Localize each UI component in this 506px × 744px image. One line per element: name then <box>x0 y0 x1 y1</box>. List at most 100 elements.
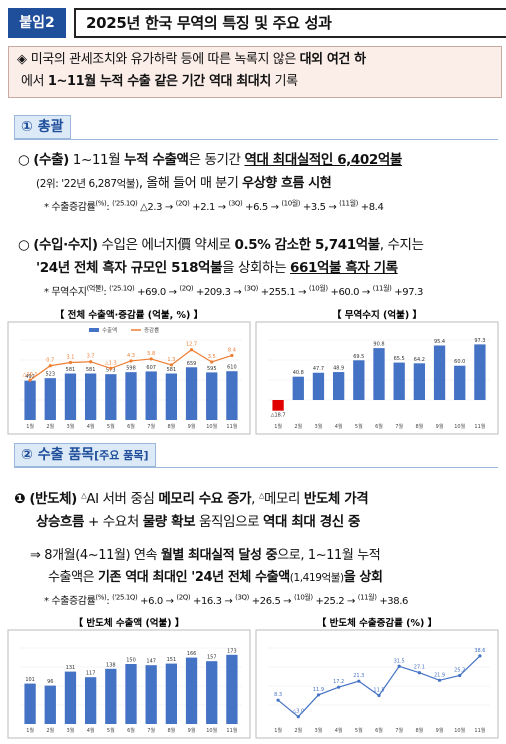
data-label: 8.3 <box>274 692 282 698</box>
line-marker <box>48 364 52 368</box>
text-segment: ('25.1Q) <box>112 199 138 208</box>
x-tick-label: 9월 <box>188 727 196 734</box>
data-label: 69.5 <box>353 354 364 360</box>
bar <box>393 362 405 400</box>
data-label: 95.4 <box>434 339 445 345</box>
text-segment: △2.3 → <box>137 202 176 213</box>
line-marker <box>89 360 93 364</box>
data-label: 581 <box>66 367 76 373</box>
bar <box>125 372 137 420</box>
text-line: '24년 전체 흑자 규모인 518억불을 상회하는 661억불 흑자 기록 <box>36 256 398 276</box>
line-marker <box>210 360 214 364</box>
text-line: ⇒ 8개월(4~11월) 연속 월별 최대실적 달성 중으로, 1~11월 누적 <box>30 544 381 563</box>
text-segment: 을 상회하는 <box>222 260 290 276</box>
text-segment: 역대 최대 경신 중 <box>263 514 361 530</box>
data-label: 3.1 <box>66 355 74 361</box>
text-segment: * 수출증감률 <box>44 596 96 607</box>
bar <box>84 373 97 420</box>
summary-box: ◈ 미국의 관세조치와 유가하락 등에 따른 녹록지 않은 대외 여건 하 에서… <box>8 46 502 98</box>
data-label: 573 <box>106 368 116 374</box>
text-segment: , 수지는 <box>379 237 424 253</box>
text-segment: +8.4 <box>357 202 384 213</box>
bar <box>165 663 178 724</box>
x-tick-label: 1월 <box>274 423 282 430</box>
x-tick-label: 8월 <box>415 727 423 734</box>
data-label: 492 <box>25 374 35 380</box>
bar <box>226 371 238 420</box>
text-line: ○ (수입·수지) 수입은 에너지價 약세로 0.5% 감소한 5,741억불,… <box>18 233 424 253</box>
bar <box>145 665 157 724</box>
text-segment: (11월) <box>372 284 392 293</box>
text-segment: (3Q) <box>244 284 258 293</box>
data-label: △10.1 <box>23 372 38 378</box>
text-segment: 으로, 1~11월 누적 <box>277 548 381 563</box>
x-tick-label: 3월 <box>67 727 75 734</box>
bar <box>44 685 56 724</box>
text-segment: 반도체 가격 <box>303 491 369 507</box>
bar <box>226 654 238 724</box>
bar <box>312 372 325 400</box>
text-segment: 0.5% 감소한 5,741억불 <box>234 237 381 253</box>
data-label: 11.5 <box>373 688 384 694</box>
data-label: 581 <box>86 367 96 373</box>
bar <box>185 367 198 420</box>
data-label: 101 <box>25 677 35 683</box>
text-segment: 움직임으로 <box>195 514 264 530</box>
x-tick-label: 11월 <box>474 423 485 430</box>
data-label: 147 <box>146 659 156 665</box>
text-segment: : <box>106 596 113 607</box>
data-label: 157 <box>207 655 217 661</box>
bar <box>24 380 36 420</box>
text-segment: +6.5 → <box>242 202 282 213</box>
text-segment: (억불) <box>86 284 104 293</box>
data-label: 65.5 <box>394 356 405 362</box>
x-tick-label: 3월 <box>67 423 75 430</box>
x-tick-label: 8월 <box>167 423 175 430</box>
x-tick-label: 7월 <box>147 423 155 430</box>
text-segment: +38.6 <box>376 596 408 607</box>
x-tick-label: 2월 <box>294 423 302 430</box>
x-tick-label: 1월 <box>26 423 34 430</box>
chart-frame <box>255 629 499 739</box>
data-label: 173 <box>227 648 237 654</box>
x-tick-label: 6월 <box>127 423 135 430</box>
chart-title: 【 반도체 수출증감률 (%) 】 <box>317 617 437 629</box>
data-label: 1.3 <box>167 357 175 363</box>
x-tick-label: 8월 <box>415 423 423 430</box>
text-line: * 수출증감률(%): ('25.1Q) +6.0 → (2Q) +16.3 →… <box>44 592 408 607</box>
text-segment: 물량 확보 <box>142 514 196 530</box>
text-line: * 무역수지(억불): ('25.1Q) +69.0 → (2Q) +209.3… <box>44 283 423 298</box>
text-segment: 1~11월 <box>68 152 125 168</box>
line-marker <box>397 664 401 668</box>
text-segment: ❶ <box>14 491 30 507</box>
data-label: 38.6 <box>474 648 485 654</box>
chart-title: 【 무역수지 (억불) 】 <box>332 309 422 321</box>
data-label: 47.7 <box>313 366 324 372</box>
text-segment: (10월) <box>293 593 313 602</box>
x-tick-label: 3월 <box>315 423 323 430</box>
appendix-tag: 붙임2 <box>8 8 66 38</box>
text-segment: 1~11월 누적 수출 같은 기간 역대 최대치 <box>47 74 271 89</box>
bar <box>105 668 117 724</box>
x-tick-label: 5월 <box>355 423 363 430</box>
x-tick-label: 11월 <box>474 727 485 734</box>
chart-title: 【 전체 수출액·증감률 (억불, %) 】 <box>55 309 203 321</box>
text-segment: , 올해 들어 매 분기 <box>138 176 243 191</box>
bar <box>165 373 178 420</box>
text-segment: (%) <box>95 593 107 602</box>
text-segment: (2Q) <box>175 199 190 208</box>
data-label: 607 <box>146 365 156 371</box>
x-tick-label: 7월 <box>395 727 403 734</box>
bar <box>206 372 218 420</box>
text-line: 상승흐름 + 수요처 물량 확보 움직임으로 역대 최대 경신 중 <box>36 510 360 530</box>
text-segment: △ <box>81 491 87 500</box>
text-segment: ○ <box>18 237 34 253</box>
x-tick-label: 10월 <box>454 727 465 734</box>
text-segment: +26.5 → <box>248 596 294 607</box>
text-line: * 수출증감률(%): ('25.1Q) △2.3 → (2Q) +2.1 → … <box>44 198 384 213</box>
bar <box>474 344 486 400</box>
text-segment: 수입은 에너지價 약세로 <box>97 237 235 253</box>
x-tick-label: 11월 <box>226 423 237 430</box>
text-segment: △ <box>258 491 264 500</box>
